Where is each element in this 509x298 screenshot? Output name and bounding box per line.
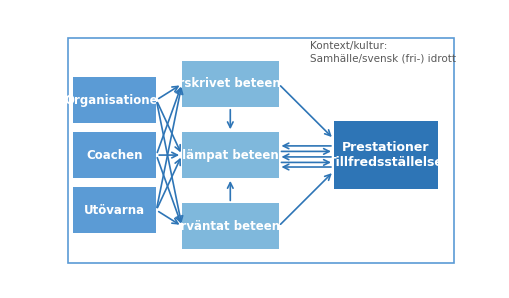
- FancyBboxPatch shape: [182, 61, 278, 107]
- Text: Tillämpat beteende: Tillämpat beteende: [166, 149, 295, 162]
- FancyBboxPatch shape: [73, 187, 156, 233]
- Text: Förväntat beteende: Förväntat beteende: [164, 220, 296, 233]
- Text: Coachen: Coachen: [87, 149, 143, 162]
- FancyArrowPatch shape: [281, 160, 329, 165]
- FancyArrowPatch shape: [283, 154, 331, 160]
- FancyArrowPatch shape: [228, 183, 233, 201]
- Text: Förskrivet beteende: Förskrivet beteende: [163, 77, 297, 91]
- FancyArrowPatch shape: [157, 88, 181, 153]
- FancyArrowPatch shape: [157, 159, 180, 208]
- Text: Prestationer
Tillfredsställelse: Prestationer Tillfredsställelse: [328, 141, 444, 169]
- FancyBboxPatch shape: [182, 203, 278, 249]
- FancyBboxPatch shape: [68, 38, 454, 263]
- FancyBboxPatch shape: [334, 121, 438, 190]
- Text: Organisationen: Organisationen: [64, 94, 166, 106]
- FancyArrowPatch shape: [280, 174, 330, 224]
- FancyArrowPatch shape: [159, 212, 178, 224]
- FancyArrowPatch shape: [283, 143, 331, 149]
- FancyArrowPatch shape: [228, 110, 233, 128]
- FancyArrowPatch shape: [157, 158, 181, 222]
- FancyArrowPatch shape: [157, 103, 180, 151]
- FancyBboxPatch shape: [73, 77, 156, 123]
- FancyArrowPatch shape: [283, 164, 331, 170]
- FancyBboxPatch shape: [182, 132, 278, 178]
- FancyArrowPatch shape: [280, 86, 330, 136]
- FancyArrowPatch shape: [157, 103, 183, 222]
- FancyArrowPatch shape: [281, 149, 329, 154]
- FancyArrowPatch shape: [157, 89, 183, 207]
- Text: Kontext/kultur:
Samhälle/svensk (fri-) idrott: Kontext/kultur: Samhälle/svensk (fri-) i…: [310, 41, 456, 63]
- FancyBboxPatch shape: [73, 132, 156, 178]
- Text: Utövarna: Utövarna: [84, 204, 146, 217]
- FancyArrowPatch shape: [159, 86, 178, 99]
- FancyArrowPatch shape: [159, 152, 177, 158]
